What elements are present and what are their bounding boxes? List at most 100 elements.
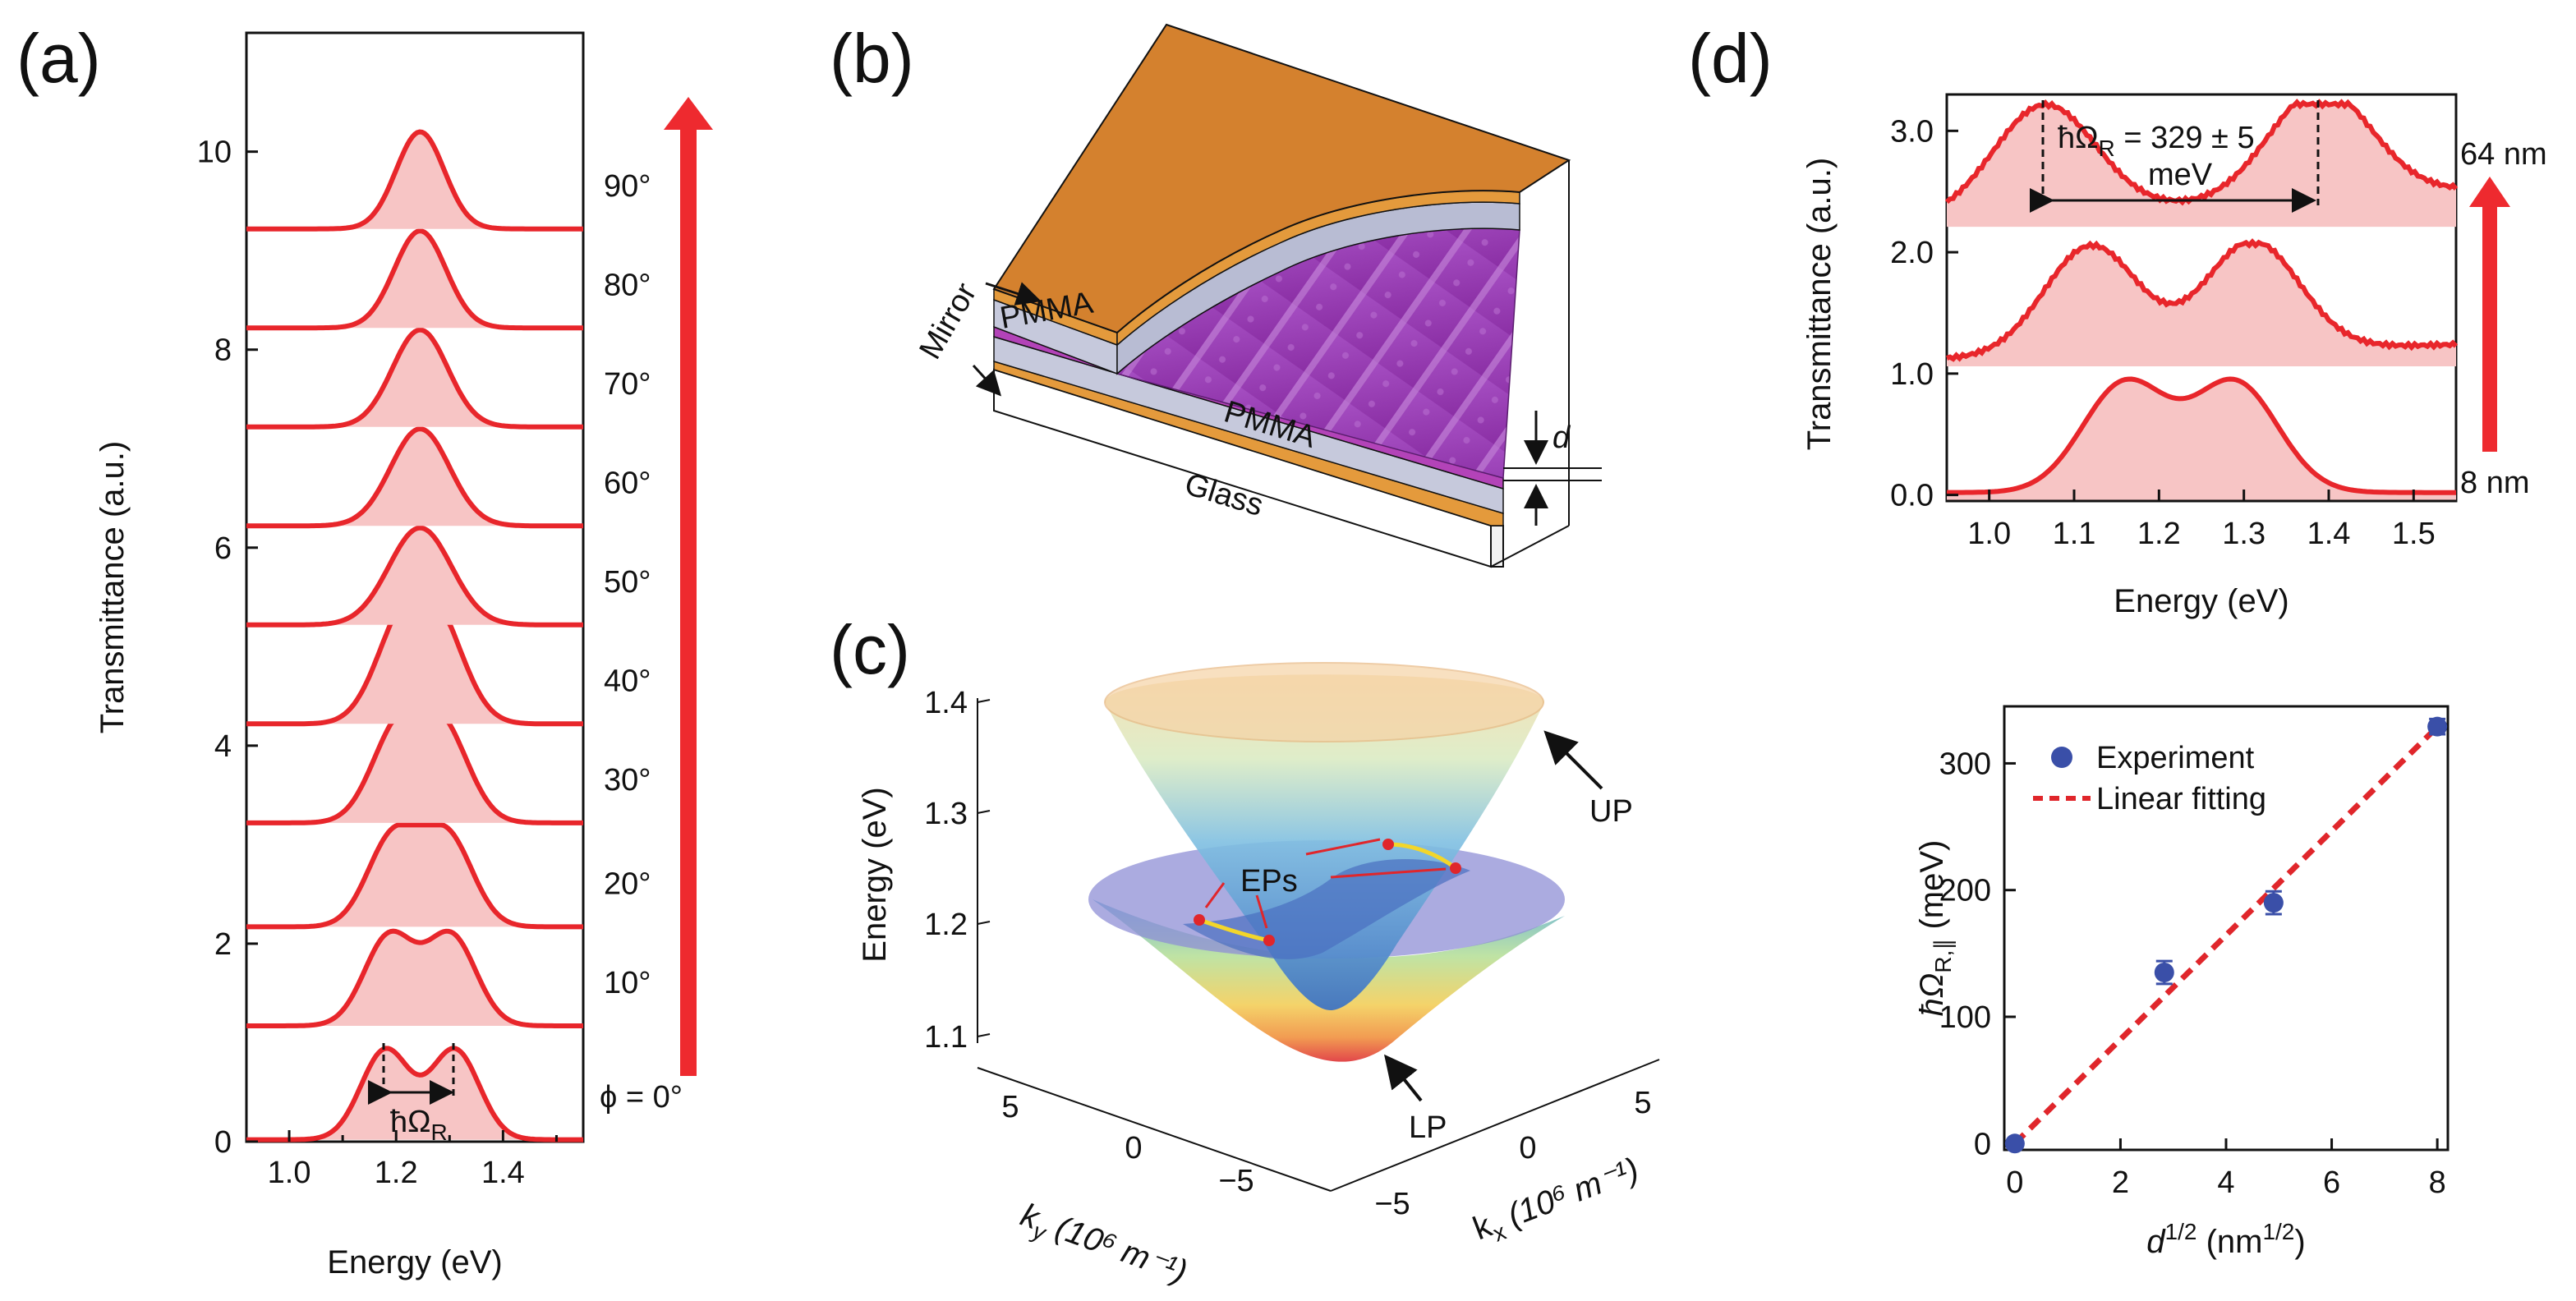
upper-polariton-cone [1105,674,1544,1010]
panel-c-ztick-label: 1.4 [924,686,968,720]
panel-d-top-xtick-label: 1.1 [2053,517,2096,551]
panel-a-label: (a) [16,20,101,97]
panel-b-label: (b) [830,20,914,97]
panel-a-xtick-label: 1.4 [481,1156,525,1190]
linear-fit-line [2012,724,2440,1146]
panel-a-angle-labels: ϕ = 0° 10° 20° 30° 40° 50° 60° 70° 80° 90° [600,169,683,1115]
panel-a-spectrum-line [246,129,583,232]
panel-d-top-xtick-label: 1.5 [2392,517,2436,551]
panel-a-spectra [246,129,583,1142]
panel-d-rabi-sub: R [2099,136,2115,161]
panel-a-spectrum-line [246,525,583,628]
panel-a-xlabel: Energy (eV) [327,1244,502,1280]
panel-d-top-xtick-label: 1.4 [2307,517,2351,551]
legend-experiment-marker [2051,747,2072,768]
panel-a-angle-label: 70° [604,367,651,402]
svg-text:ħΩR: ħΩR [390,1105,448,1145]
panel-a-ytick-label: 6 [214,531,232,566]
panel-a-spectrum-fill [246,527,583,625]
panel-a-frame [245,31,585,1143]
panel-c-ztick-label: 1.1 [924,1020,968,1055]
lp-pointer [1384,1054,1423,1102]
panel-d: (d) 0.0 1.0 2.0 3.0 1.0 1.1 1.2 1.3 1.4 1.5 Trans… [1688,20,2547,1260]
panel-c-kx-tick-label: −5 [1374,1187,1410,1221]
label-eps: EPs [1240,864,1298,899]
panel-d-bottom-ytick-label: 300 [1939,747,1991,781]
panel-c-ztick-label: 1.2 [924,908,968,942]
panel-d-top-xtick-label: 1.0 [1967,517,2011,551]
panel-d-rabi-text: ħΩ [2058,121,2099,155]
panel-b: (b) Mirror PMMA PMMA Glass d [830,20,1602,568]
ep-arc-left [1198,917,1270,943]
panel-a-rabi-annotation: ħΩR [368,1043,455,1145]
panel-d-direction-arrow-head [2469,177,2510,207]
ep-point-4 [1450,862,1461,874]
panel-a-rabi-sub: R [431,1119,448,1145]
panel-a-direction-arrow-shaft [680,123,697,1076]
panel-a-spectrum-fill [246,329,583,427]
panel-a-angle-label: 10° [604,966,651,1000]
panel-d-data-point [2154,963,2174,982]
panel-d-rabi-value: = 329 ± 5 [2115,121,2255,155]
panel-c-z-ticks: 1.1 1.2 1.3 1.4 [924,686,991,1055]
panel-a-spectrum-line [246,1046,583,1142]
panel-d-bottom-xtick-label: 4 [2217,1165,2234,1200]
panel-c-ztick [977,699,991,703]
mirror-pointer-bottom [972,364,1002,397]
ep-point-3 [1382,839,1394,850]
top-mirror-surface [992,23,1571,334]
panel-d-bottom-ytick-label: 0 [1974,1127,1991,1161]
panel-a: (a) 0 2 4 6 8 10 1.0 1.2 1.4 Transmittance (a.u.… [16,20,713,1280]
panel-a-angle-label: 30° [604,763,651,798]
panel-d-bottom-xlabel: d1/2 (nm1/2) [2146,1219,2305,1260]
panel-a-spectrum-line [246,928,583,1028]
panel-d-spectrum-line [1947,376,2456,495]
panel-d-bottom-ytick-label: 100 [1939,1000,1991,1035]
panel-c-kx-tick-label: 0 [1519,1131,1536,1165]
panel-c-ky-title: ky (10⁶ m⁻¹) [1014,1197,1192,1295]
panel-a-spectrum-line [246,327,583,430]
panel-a-spectrum-line [246,426,583,529]
panel-d-top-axes: 0.0 1.0 2.0 3.0 1.0 1.1 1.2 1.3 1.4 1.5 [1890,114,2436,551]
ep-arc-right [1387,842,1457,870]
label-thickness: d [1552,421,1571,455]
panel-a-xtick-label: 1.2 [375,1156,418,1190]
panel-d-rabi-annotation: ħΩR = 329 ± 5 meV [2030,100,2320,213]
panel-c-ztick [977,1033,991,1037]
panel-a-spectrum-fill [246,825,583,927]
panel-d-top-ylabel: Transmittance (a.u.) [1801,158,1838,450]
panel-a-spectrum-fill [246,720,583,823]
label-up: UP [1589,794,1633,829]
panel-d-top-ytick-label: 0.0 [1890,479,1934,513]
panel-d-bottom-xtick-label: 8 [2429,1165,2446,1200]
panel-d-bottom-ytick-label: 200 [1939,874,1991,908]
panel-d-spectrum-fill [1947,379,2456,500]
ep-point-1 [1194,914,1205,926]
panel-a-ylabel: Transmittance (a.u.) [94,441,131,733]
panel-a-direction-arrow-head [664,97,713,130]
panel-a-ytick-label: 8 [214,333,232,368]
panel-a-spectrum-fill [246,131,583,229]
panel-d-bottom-points [2004,716,2448,1154]
panel-d-bottom-xtick-label: 0 [2006,1165,2023,1200]
panel-d-bottom-xtick-label: 6 [2323,1165,2340,1200]
panel-c-ztick [977,921,991,925]
panel-a-axes: 0 2 4 6 8 10 1.0 1.2 1.4 [197,136,558,1190]
panel-d-direction-arrow-shaft [2482,201,2497,452]
panel-d-spectrum-fill [1947,241,2456,366]
svg-text:ħΩR = 329 ± 5: ħΩR = 329 ± 5 [2058,121,2255,161]
panel-d-top-ytick-label: 1.0 [1890,357,1934,392]
panel-c-zlabel: Energy (eV) [857,787,893,962]
panel-d-top-xtick-label: 1.3 [2222,517,2266,551]
panel-a-spectrum-line [246,822,583,930]
panel-d-top-frame [1945,93,2458,503]
panel-a-angle-label: 80° [604,268,651,302]
panel-c-label: (c) [830,611,910,688]
up-pointer [1543,730,1603,790]
bottom-mirror-layer [993,360,1504,526]
panel-a-spectrum-fill [246,622,583,724]
legend-fit-label: Linear fitting [2096,782,2266,816]
panel-a-angle-label: 50° [604,565,651,600]
label-lp: LP [1409,1110,1447,1145]
panel-a-spectrum-fill [246,931,583,1026]
